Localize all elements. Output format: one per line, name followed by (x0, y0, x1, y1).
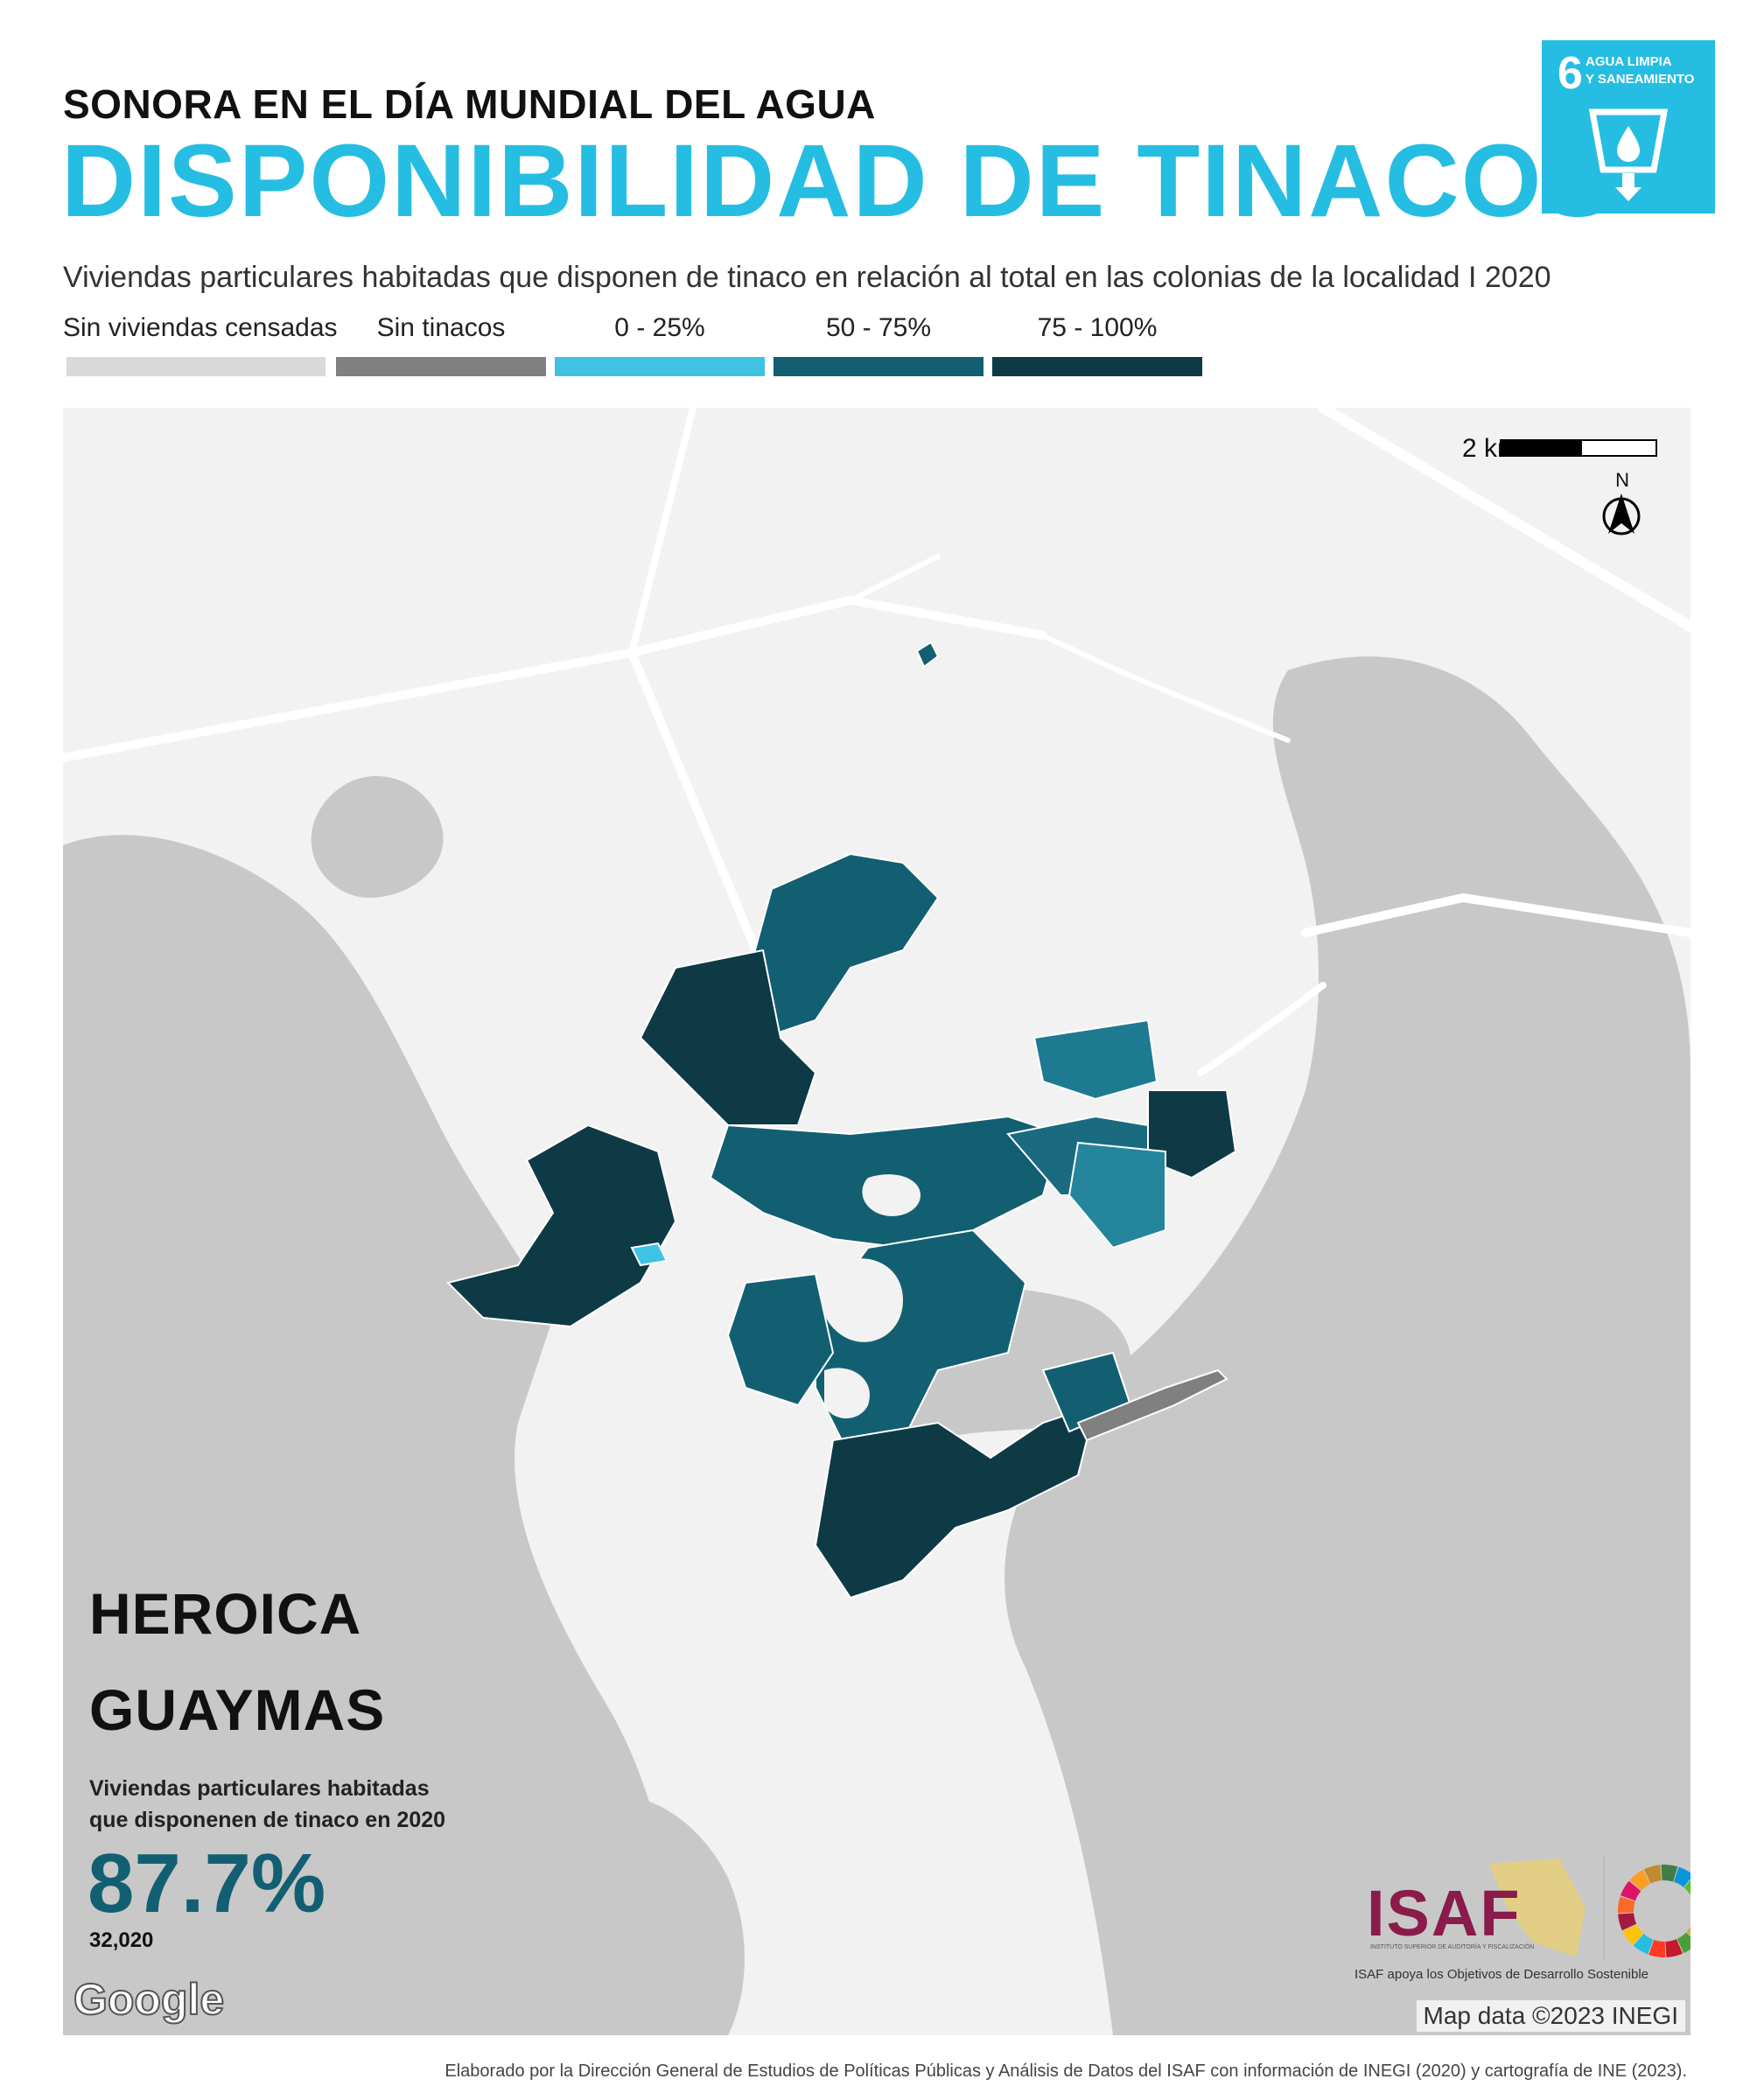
isaf-logo: ISAF (1367, 1877, 1522, 1950)
inner-open-land (821, 1174, 920, 1418)
map-panel[interactable]: 2 km N HEROICA GUAYMAS Viviendas particu… (63, 408, 1690, 2035)
colonia-west-lightblue (630, 1242, 668, 1267)
city-name-line2: GUAYMAS (89, 1677, 386, 1742)
stat-caption-line1: Viviendas particulares habitadas (89, 1776, 430, 1801)
colonia-northeast-cluster (1032, 1018, 1158, 1101)
page-title: DISPONIBILIDAD DE TINACOS (61, 123, 1614, 239)
stat-caption-line2: que disponenen de tinaco en 2020 (89, 1808, 446, 1832)
colonias-choropleth (446, 852, 1237, 1600)
water-south-cove (538, 1794, 745, 2035)
subtitle: Viviendas particulares habitadas que dis… (63, 261, 1551, 294)
isaf-branding: ISAF INSTITUTO SUPERIOR DE AUDITORÍA Y F… (1349, 1852, 1690, 1983)
legend-label-no-census: Sin viviendas censadas (63, 313, 338, 342)
footer-credits: Elaborado por la Dirección General de Es… (444, 2062, 1687, 2081)
city-name-line1: HEROICA (89, 1581, 362, 1646)
isaf-tagline: ISAF apoya los Objetivos de Desarrollo S… (1354, 1967, 1649, 1982)
legend-label-0-25: 0 - 25% (614, 313, 705, 342)
sonora-map-icon (1489, 1858, 1586, 1956)
colonia-sin-tinacos (1076, 1368, 1228, 1442)
isaf-full-name: INSTITUTO SUPERIOR DE AUDITORÍA Y FISCAL… (1370, 1944, 1535, 1950)
sdg-label-line2: Y SANEAMIENTO (1586, 72, 1695, 87)
colonia-east-midblue (1068, 1141, 1166, 1250)
map-canvas[interactable] (63, 408, 1690, 2035)
colonia-west-peninsula (446, 1124, 677, 1328)
legend-swatch-50-75 (774, 357, 984, 376)
legend-swatch-75-100 (992, 357, 1202, 376)
colonia-east-port (1147, 1089, 1237, 1180)
legend-label-50-75: 50 - 75% (825, 313, 932, 342)
legend-swatch-0-25 (555, 357, 765, 376)
stat-count: 32,020 (89, 1928, 154, 1952)
stat-percentage: 87.7% (88, 1837, 326, 1930)
colonia-north-outlier (915, 640, 940, 668)
north-arrow-icon (1602, 494, 1641, 536)
map-attribution[interactable]: Map data ©2023 INEGI (1416, 2000, 1685, 2032)
sdg-wheel-icon (1618, 1865, 1690, 1957)
water-glass-icon (1589, 108, 1668, 201)
colonia-south-dark (814, 1404, 1097, 1600)
kicker-heading: SONORA EN EL DÍA MUNDIAL DEL AGUA (63, 81, 876, 127)
sdg-label-line1: AGUA LIMPIA (1586, 54, 1672, 69)
scale-bar-fill (1502, 441, 1582, 455)
sdg-number: 6 (1558, 48, 1583, 99)
north-label: N (1615, 469, 1629, 491)
sdg-6-badge: 6 AGUA LIMPIA Y SANEAMIENTO (1542, 40, 1715, 214)
isaf-divider (1603, 1855, 1605, 1960)
google-logo: Google (73, 1974, 225, 2025)
legend-label-75-100: 75 - 100% (1037, 313, 1158, 342)
water-west-bay (63, 835, 693, 2035)
colonia-northwest (639, 948, 817, 1126)
road-network (63, 408, 1690, 1076)
water-north-lagoon (311, 776, 444, 898)
legend-label-no-tanks: Sin tinacos (376, 313, 506, 342)
colonia-southwest (726, 1272, 835, 1407)
scale-bar (1500, 439, 1657, 457)
legend-swatch-no-tanks (336, 357, 546, 376)
legend-swatch-no-census (66, 357, 326, 376)
water-east-bay (1004, 656, 1690, 2035)
